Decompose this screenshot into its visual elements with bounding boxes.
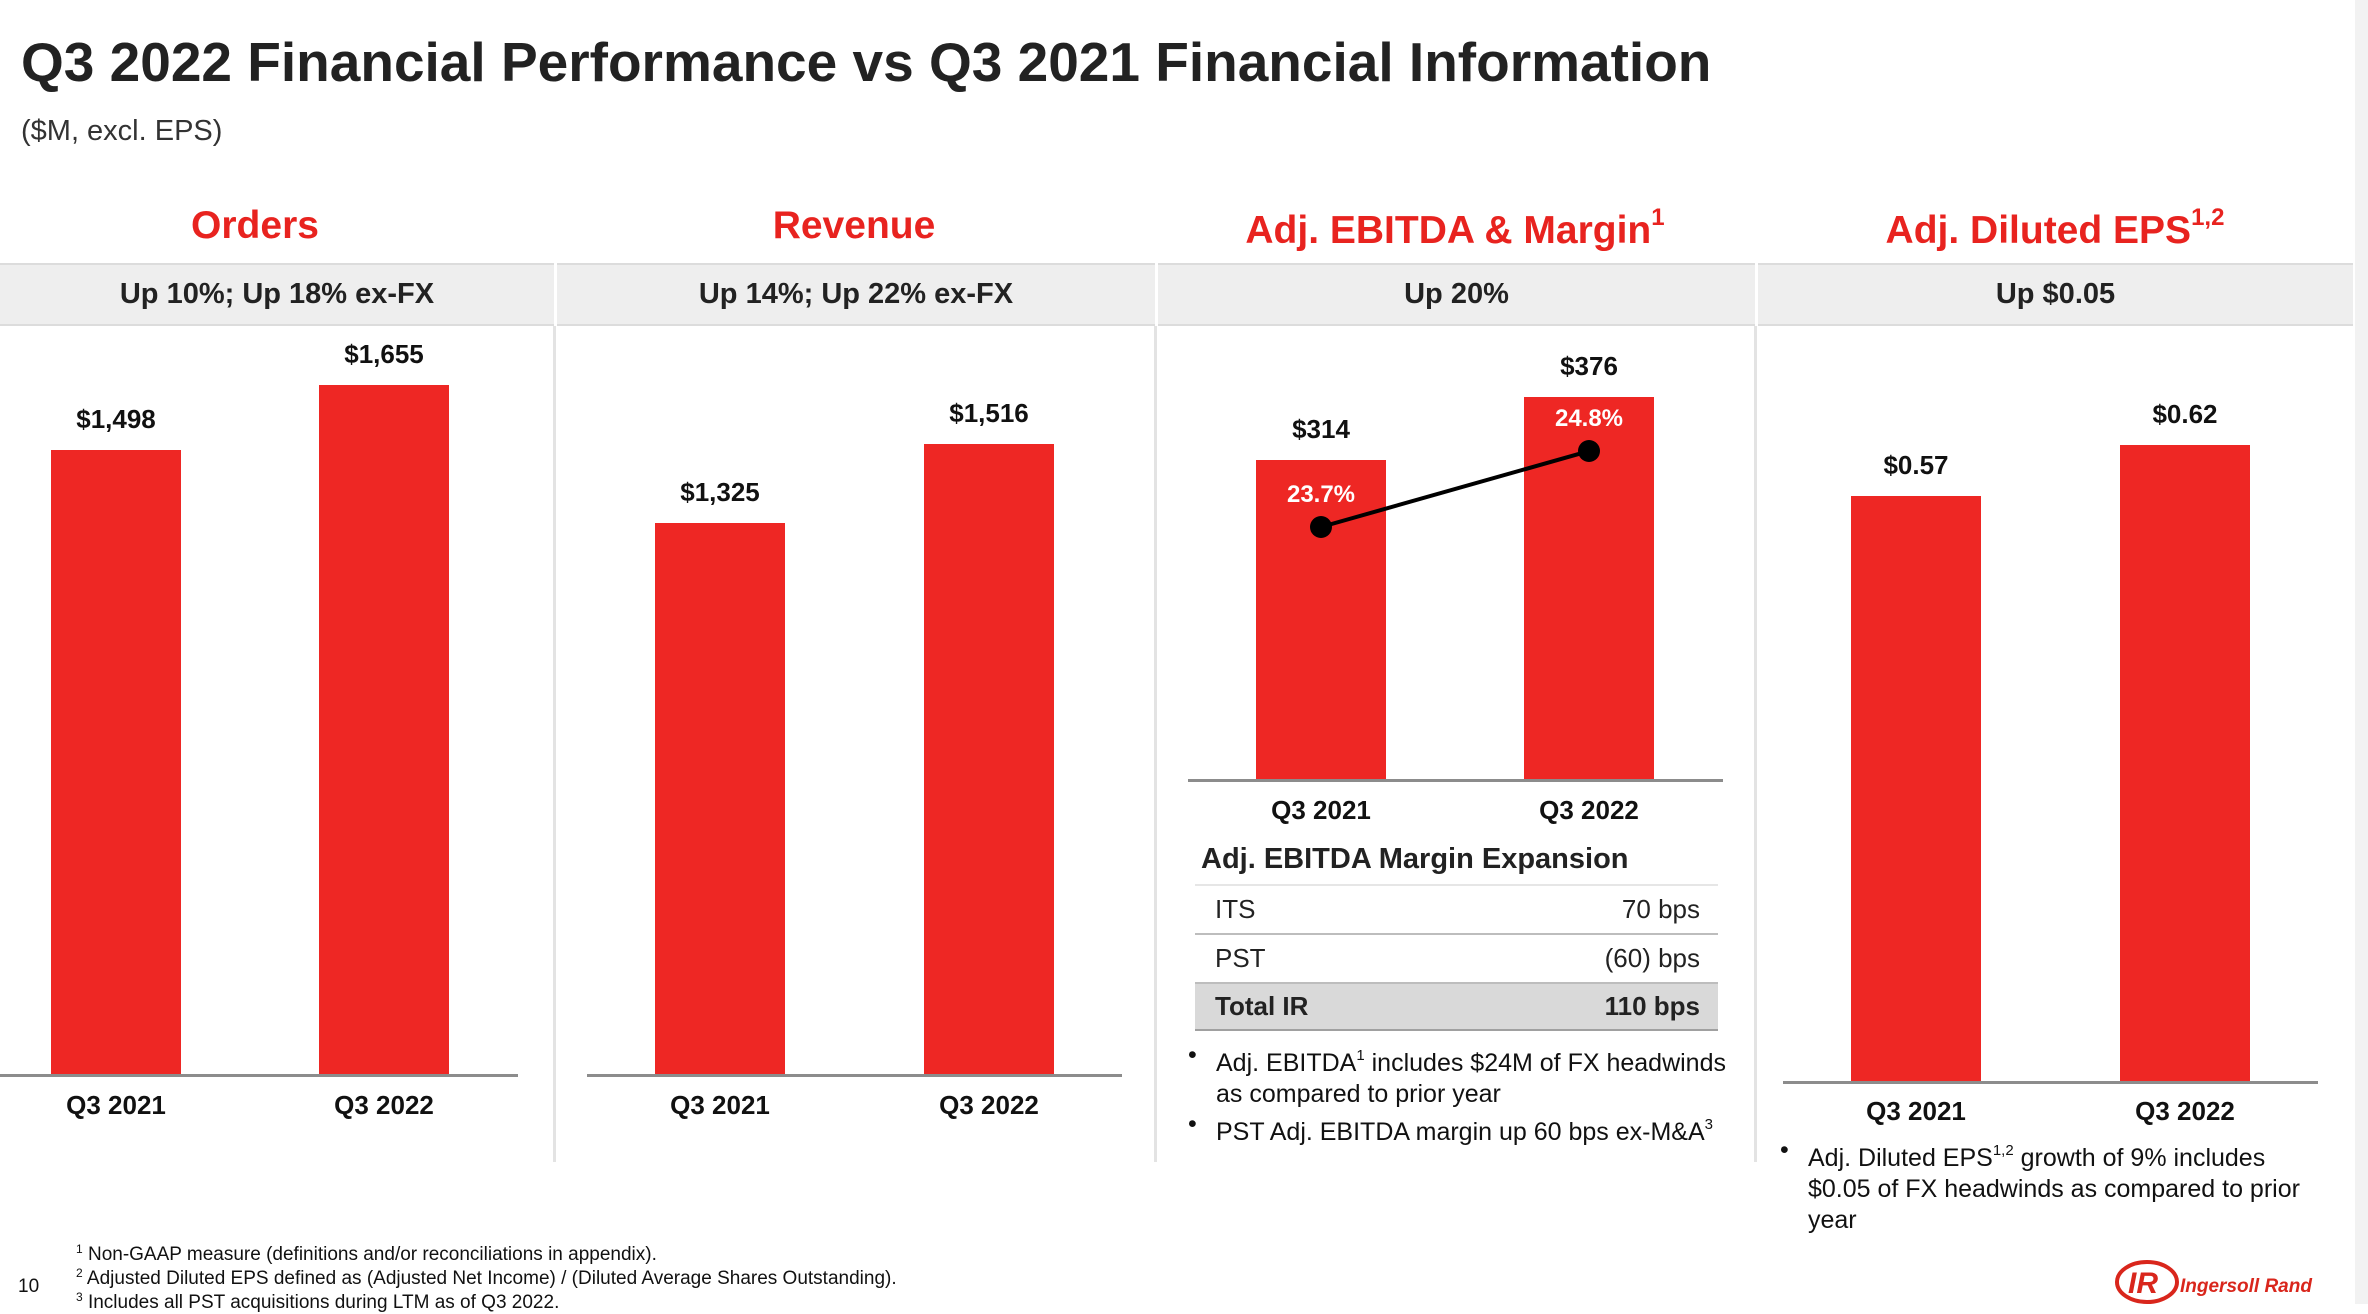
section-heading-revenue: Revenue [604,204,1104,248]
row-label: PST [1215,943,1266,973]
bullet-dot: • [1780,1136,1789,1164]
footnote-text: Non-GAAP measure (definitions and/or rec… [82,1244,657,1265]
page-title: Q3 2022 Financial Performance vs Q3 2021… [21,31,1712,93]
bullet-text: growth of 9% includes $0.05 of FX headwi… [1808,1144,2300,1234]
category-label: Q3 2022 [939,1090,1039,1120]
ingersoll-rand-logo: IR Ingersoll Rand [2115,1260,2312,1304]
bullet-sup: 3 [1704,1116,1713,1133]
page-subtitle: ($M, excl. EPS) [21,115,223,147]
bullet-sup: 1,2 [1992,1142,2014,1159]
summary-band-eps: Up $0.05 [1758,263,2353,326]
footnote-num: 1 [76,1242,83,1256]
heading-sup: 1 [1651,204,1665,231]
section-heading-orders: Orders [0,204,510,248]
category-label: Q3 2021 [1271,795,1371,825]
footnote: 3 Includes all PST acquisitions during L… [76,1290,559,1314]
table-row: ITS 70 bps [1195,884,1718,933]
section-heading-eps: Adj. Diluted EPS1,2 [1760,204,2350,253]
heading-text: Adj. EBITDA & Margin [1245,209,1652,252]
row-label: ITS [1215,894,1256,924]
footnote-num: 3 [76,1290,83,1304]
logo-text: Ingersoll Rand [2180,1276,2312,1297]
bullet-text: Adj. EBITDA [1216,1049,1357,1077]
bar-value-label: $0.62 [2152,398,2218,429]
row-label: Total IR [1215,991,1309,1021]
footnote-text: Includes all PST acquisitions during LTM… [82,1292,560,1313]
logo-mark: IR [2128,1267,2158,1300]
column-divider [1154,326,1157,1162]
category-label: Q3 2022 [1539,795,1639,825]
footnote: 2 Adjusted Diluted EPS defined as (Adjus… [76,1266,897,1290]
eps-bullet: • Adj. Diluted EPS1,2 growth of 9% includ… [1780,1135,2318,1236]
summary-band-revenue: Up 14%; Up 22% ex-FX [557,263,1155,326]
bar-q3-2022 [924,444,1054,1074]
heading-sup: 1,2 [2191,204,2225,231]
ebitda-bullet: • PST Adj. EBITDA margin up 60 bps ex-M&A… [1188,1109,1756,1148]
bullet-sup: 1 [1356,1047,1365,1064]
bullet-dot: • [1188,1041,1197,1069]
bar-value-label: $314 [1292,413,1350,444]
margin-point [1310,516,1332,538]
x-axis-line [0,1074,518,1077]
right-edge-strip [2355,0,2368,1304]
bar-value-label: $1,655 [344,339,424,370]
x-axis-line [1188,779,1723,782]
heading-text: Revenue [772,204,936,247]
category-label: Q3 2022 [334,1090,434,1120]
bar-q3-2022 [319,385,449,1074]
margin-label: 23.7% [1286,481,1356,508]
column-divider [553,326,556,1162]
summary-band-ebitda: Up 20% [1158,263,1755,326]
category-label: Q3 2022 [2135,1096,2235,1126]
logo-ring [2115,1260,2179,1304]
margin-point [1578,440,1600,463]
summary-band-orders: Up 10%; Up 18% ex-FX [0,263,554,326]
margin-label: 24.8% [1554,405,1624,433]
footnote-num: 2 [76,1266,83,1280]
category-label: Q3 2021 [670,1090,770,1120]
bar-value-label: $1,516 [949,398,1029,429]
heading-text: Adj. Diluted EPS [1885,209,2192,252]
category-label: Q3 2021 [1866,1096,1966,1126]
bar-value-label: $1,325 [680,477,760,508]
heading-text: Orders [191,204,319,247]
bullet-text: PST Adj. EBITDA margin up 60 bps ex-M&A [1216,1118,1705,1146]
bar-q3-2021 [1851,496,1981,1081]
column-divider [1754,326,1757,1162]
x-axis-line [587,1074,1122,1077]
x-axis-line [1783,1081,2318,1084]
margin-table-heading: Adj. EBITDA Margin Expansion [1201,843,1629,875]
bar-q3-2021 [51,450,181,1074]
bar-q3-2022 [2120,444,2250,1081]
ebitda-bullet: • Adj. EBITDA1 includes $24M of FX headwi… [1188,1040,1736,1110]
table-row-total: Total IR 110 bps [1195,982,1718,1031]
bullet-text: Adj. Diluted EPS [1808,1144,1993,1172]
bar-q3-2021 [655,523,785,1074]
bar-value-label: $376 [1560,350,1618,381]
page-number: 10 [18,1276,40,1297]
row-value: 110 bps [1604,991,1700,1021]
bullet-dot: • [1188,1110,1197,1138]
category-label: Q3 2021 [66,1090,166,1120]
table-row: PST (60) bps [1195,933,1718,982]
bar-value-label: $1,498 [76,404,156,435]
row-value: (60) bps [1604,943,1700,973]
bar-value-label: $0.57 [1883,450,1949,481]
footnote: 1 Non-GAAP measure (definitions and/or r… [76,1242,657,1266]
footnote-text: Adjusted Diluted EPS defined as (Adjuste… [82,1268,897,1289]
row-value: 70 bps [1621,894,1700,924]
section-heading-ebitda: Adj. EBITDA & Margin1 [1160,204,1750,253]
bullet-text: includes $24M of FX headwinds as compare… [1216,1049,1726,1108]
